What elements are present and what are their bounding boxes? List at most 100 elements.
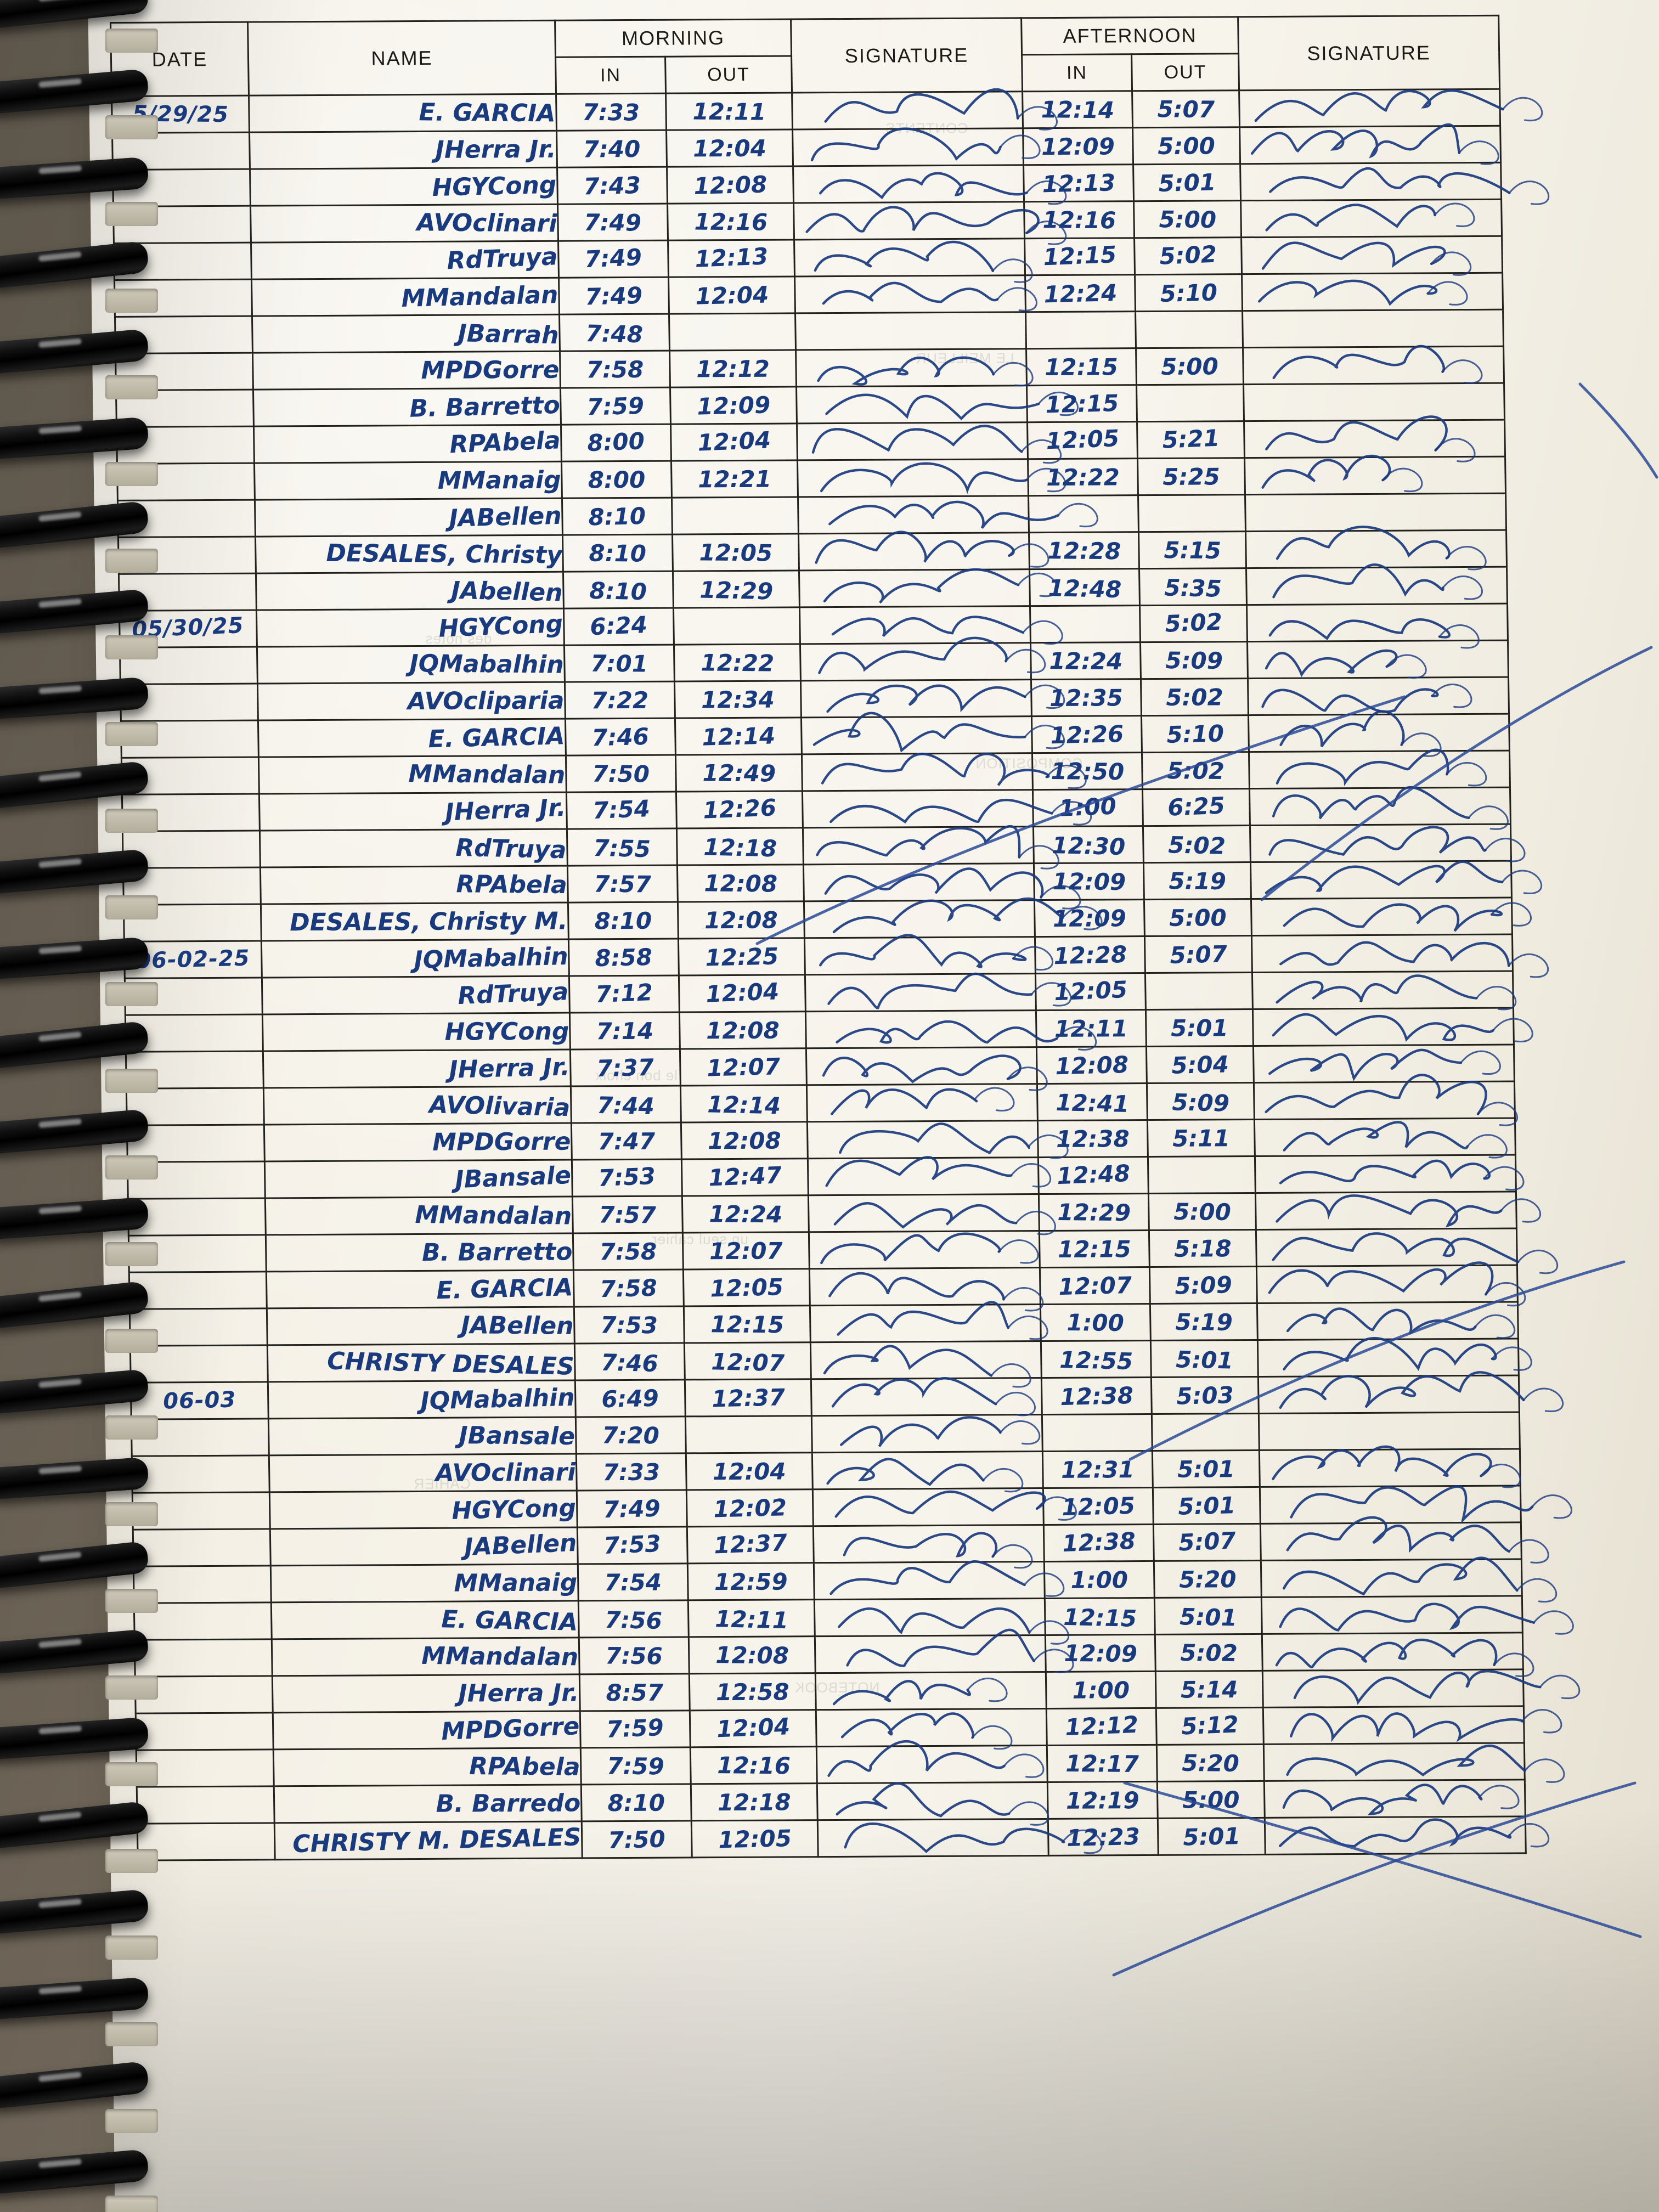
cell-afternoon-signature[interactable]: [1255, 1192, 1541, 1230]
cell-morning-signature[interactable]: [815, 1628, 1074, 1673]
cell-morning-signature[interactable]: [796, 385, 1079, 424]
cell-afternoon-out[interactable]: 5:35: [1139, 568, 1247, 606]
cell-name[interactable]: RdTruya: [251, 241, 559, 280]
cell-morning-signature[interactable]: [815, 1672, 1047, 1710]
cell-name[interactable]: MPDGorre: [273, 1711, 581, 1750]
cell-name[interactable]: HGYCong: [269, 1490, 578, 1529]
cell-afternoon-in[interactable]: 1:00: [1044, 1561, 1155, 1599]
cell-afternoon-signature[interactable]: [1253, 1045, 1515, 1083]
cell-morning-signature[interactable]: [811, 1414, 1043, 1453]
cell-afternoon-signature[interactable]: [1243, 383, 1505, 421]
cell-morning-signature[interactable]: [810, 1341, 1042, 1388]
cell-afternoon-out[interactable]: 5:20: [1156, 1744, 1265, 1782]
cell-morning-signature[interactable]: [795, 348, 1034, 387]
cell-afternoon-in[interactable]: 12:15: [1039, 1230, 1150, 1268]
cell-morning-in[interactable]: 7:56: [578, 1600, 689, 1638]
cell-afternoon-out[interactable]: 5:02: [1141, 678, 1249, 716]
cell-morning-signature[interactable]: [813, 1525, 1045, 1569]
cell-afternoon-out[interactable]: 5:15: [1138, 531, 1246, 569]
cell-morning-in[interactable]: 7:58: [560, 351, 670, 388]
cell-morning-in[interactable]: 7:59: [560, 387, 671, 425]
cell-name[interactable]: MManaig: [254, 461, 562, 500]
cell-afternoon-in[interactable]: 12:13: [1023, 164, 1134, 202]
cell-afternoon-in[interactable]: [1028, 495, 1139, 533]
cell-afternoon-out[interactable]: [1145, 972, 1253, 1010]
cell-morning-in[interactable]: 7:50: [582, 1820, 692, 1858]
cell-morning-out[interactable]: 12:59: [687, 1562, 815, 1600]
cell-morning-in[interactable]: 7:55: [567, 828, 678, 866]
cell-afternoon-out[interactable]: 5:10: [1141, 715, 1249, 753]
cell-afternoon-in[interactable]: 12:29: [1039, 1193, 1149, 1231]
cell-afternoon-signature[interactable]: [1261, 1556, 1558, 1603]
cell-afternoon-signature[interactable]: [1240, 199, 1502, 238]
cell-morning-out[interactable]: 12:08: [678, 901, 805, 939]
cell-afternoon-out[interactable]: 5:10: [1135, 274, 1243, 312]
cell-morning-in[interactable]: 8:10: [563, 571, 674, 609]
cell-afternoon-out[interactable]: 5:11: [1147, 1119, 1255, 1157]
cell-name[interactable]: CHRISTY DESALES: [267, 1343, 575, 1382]
cell-afternoon-in[interactable]: 1:00: [1046, 1671, 1156, 1709]
cell-morning-in[interactable]: 8:10: [562, 534, 673, 572]
cell-afternoon-out[interactable]: 5:12: [1156, 1707, 1264, 1745]
cell-afternoon-in[interactable]: 12:11: [1036, 1009, 1147, 1047]
cell-morning-out[interactable]: 12:11: [688, 1599, 815, 1637]
cell-afternoon-out[interactable]: 5:02: [1139, 605, 1248, 642]
cell-afternoon-signature[interactable]: [1244, 454, 1506, 495]
cell-name[interactable]: RdTruya: [262, 976, 570, 1014]
cell-morning-signature[interactable]: [798, 495, 1098, 534]
cell-morning-in[interactable]: 7:43: [557, 167, 668, 205]
cell-afternoon-signature[interactable]: [1245, 526, 1507, 571]
cell-morning-out[interactable]: 12:08: [681, 1121, 808, 1159]
cell-morning-in[interactable]: 7:14: [569, 1012, 680, 1050]
cell-morning-signature[interactable]: [807, 1120, 1069, 1159]
cell-morning-signature[interactable]: [794, 238, 1033, 283]
cell-morning-in[interactable]: 8:00: [561, 461, 672, 499]
cell-afternoon-signature[interactable]: [1263, 1706, 1562, 1745]
cell-afternoon-out[interactable]: [1136, 384, 1244, 422]
cell-morning-signature[interactable]: [808, 1194, 1056, 1235]
cell-afternoon-signature[interactable]: [1251, 898, 1532, 936]
cell-morning-in[interactable]: 8:10: [581, 1784, 692, 1821]
cell-name[interactable]: AVOlivaria: [263, 1086, 572, 1125]
cell-afternoon-out[interactable]: 5:00: [1148, 1193, 1256, 1231]
cell-morning-in[interactable]: 7:50: [566, 755, 676, 793]
cell-afternoon-in[interactable]: 12:05: [1027, 421, 1138, 459]
cell-afternoon-signature[interactable]: [1260, 1485, 1572, 1525]
cell-morning-out[interactable]: 12:02: [686, 1489, 814, 1527]
cell-name[interactable]: E. GARCIA: [271, 1600, 579, 1639]
cell-afternoon-in[interactable]: 12:08: [1036, 1046, 1147, 1084]
cell-afternoon-signature[interactable]: [1260, 1516, 1549, 1564]
cell-morning-signature[interactable]: [801, 712, 1065, 754]
cell-afternoon-out[interactable]: 5:01: [1154, 1597, 1262, 1635]
cell-afternoon-out[interactable]: 5:19: [1150, 1303, 1258, 1341]
cell-afternoon-out[interactable]: 5:20: [1154, 1560, 1262, 1598]
cell-name[interactable]: JABellen: [270, 1527, 578, 1566]
cell-afternoon-out[interactable]: 5:01: [1150, 1340, 1259, 1378]
cell-morning-out[interactable]: 12:04: [668, 276, 795, 314]
cell-morning-signature[interactable]: [808, 1156, 1051, 1195]
cell-afternoon-signature[interactable]: [1258, 1371, 1564, 1414]
cell-morning-out[interactable]: 12:18: [676, 827, 804, 866]
cell-afternoon-out[interactable]: 5:00: [1144, 899, 1252, 936]
cell-morning-signature[interactable]: [816, 1740, 1048, 1784]
cell-morning-in[interactable]: 7:56: [579, 1637, 690, 1674]
cell-afternoon-signature[interactable]: [1256, 1261, 1526, 1307]
cell-morning-in[interactable]: 7:58: [573, 1269, 684, 1307]
cell-name[interactable]: RdTruya: [259, 829, 568, 868]
cell-morning-in[interactable]: 8:57: [579, 1673, 690, 1711]
cell-name[interactable]: HGYCong: [250, 167, 558, 206]
cell-morning-in[interactable]: 7:58: [573, 1232, 684, 1270]
cell-morning-in[interactable]: 7:33: [556, 93, 667, 131]
cell-afternoon-out[interactable]: 5:02: [1155, 1634, 1263, 1672]
cell-afternoon-out[interactable]: 5:21: [1137, 421, 1245, 459]
cell-afternoon-in[interactable]: 12:07: [1040, 1267, 1150, 1305]
cell-name[interactable]: JABellen: [267, 1306, 575, 1345]
cell-afternoon-out[interactable]: 5:02: [1134, 237, 1242, 275]
cell-afternoon-out[interactable]: 5:09: [1149, 1266, 1257, 1304]
cell-afternoon-in[interactable]: 12:15: [1026, 348, 1137, 386]
cell-afternoon-in[interactable]: 12:35: [1031, 679, 1142, 716]
cell-afternoon-out[interactable]: 5:14: [1155, 1671, 1263, 1708]
cell-morning-signature[interactable]: [809, 1231, 1040, 1269]
cell-morning-out[interactable]: 12:09: [670, 386, 797, 425]
cell-morning-in[interactable]: 7:46: [574, 1342, 685, 1380]
